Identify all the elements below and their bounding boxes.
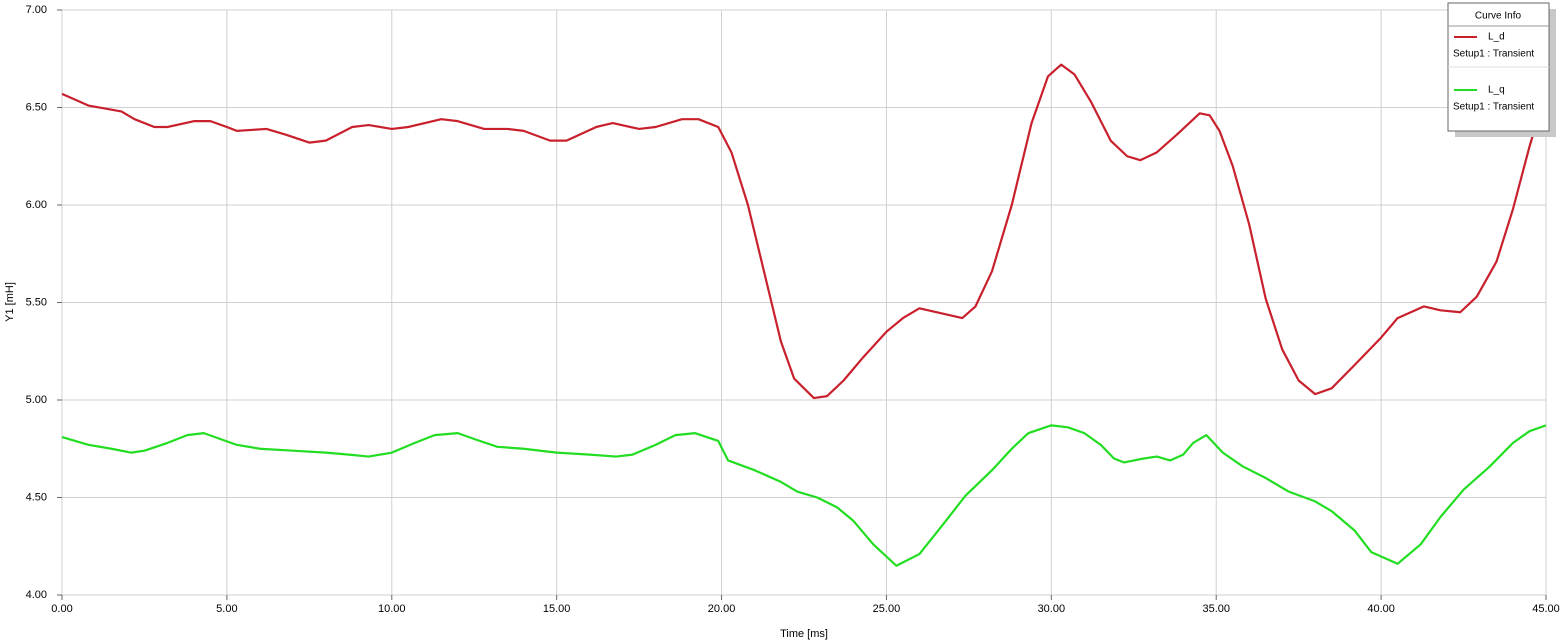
x-tick-label: 30.00: [1038, 603, 1066, 615]
series-line: [61, 63, 1548, 400]
y-tick-label: 5.50: [26, 296, 47, 308]
y-axis-title: Y1 [mH]: [4, 282, 16, 322]
legend-title: Curve Info: [1475, 11, 1522, 22]
x-tick-label: 15.00: [543, 603, 571, 615]
x-axis-title: Time [ms]: [780, 628, 828, 640]
y-tick-label: 5.00: [26, 394, 47, 406]
legend: Curve Info L_d Setup1 : Transient L_q Setup…: [1447, 2, 1556, 137]
x-tick-label: 25.00: [873, 603, 901, 615]
x-tick-label: 0.00: [51, 603, 72, 615]
y-tick-label: 4.50: [26, 491, 47, 503]
x-tick-label: 45.00: [1532, 603, 1560, 615]
x-tick-label: 35.00: [1202, 603, 1230, 615]
legend-label: L_q: [1488, 85, 1505, 96]
x-tick-label: 40.00: [1367, 603, 1395, 615]
x-tick-label: 5.00: [216, 603, 237, 615]
legend-label: L_d: [1488, 32, 1505, 43]
y-tick-label: 4.00: [26, 589, 47, 601]
y-tick-label: 6.00: [26, 199, 47, 211]
series-line: [61, 424, 1547, 567]
legend-subtitle: Setup1 : Transient: [1453, 102, 1534, 113]
y-tick-label: 6.50: [26, 101, 47, 113]
y-tick-label: 7.00: [26, 4, 47, 16]
x-tick-label: 10.00: [378, 603, 406, 615]
x-tick-label: 20.00: [708, 603, 736, 615]
legend-subtitle: Setup1 : Transient: [1453, 49, 1534, 60]
